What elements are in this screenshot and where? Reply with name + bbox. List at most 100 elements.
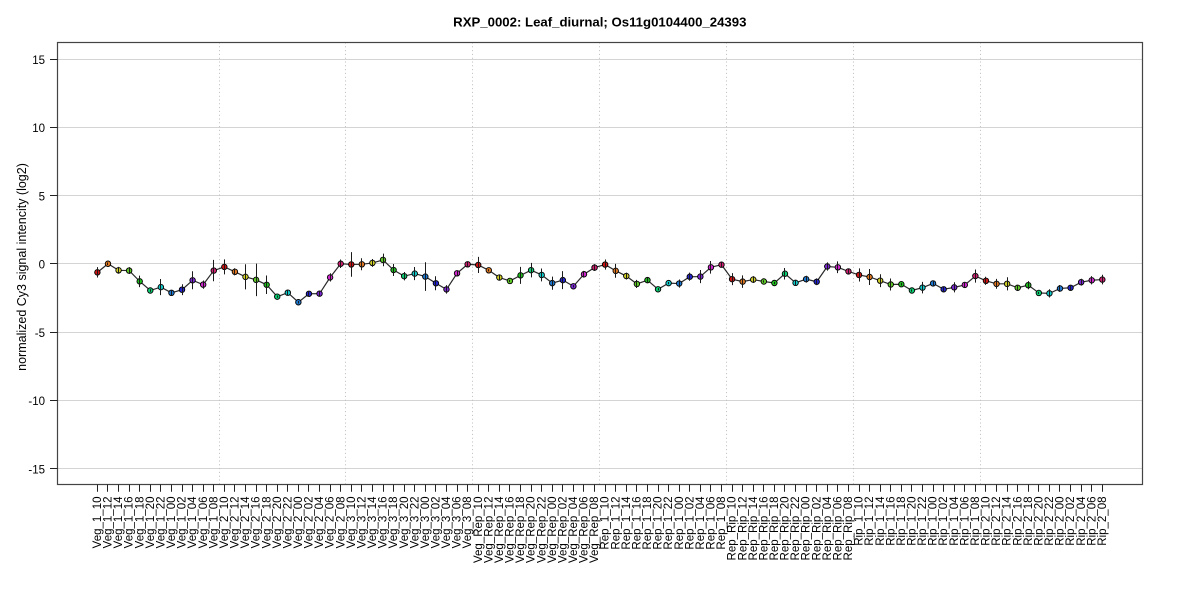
svg-text:Rip_2_00: Rip_2_00 xyxy=(1055,497,1067,546)
svg-text:Veg_1_02: Veg_1_02 xyxy=(177,497,189,549)
svg-text:Rip_2_04: Rip_2_04 xyxy=(1076,496,1088,546)
svg-text:Rip_2_08: Rip_2_08 xyxy=(1097,497,1109,546)
svg-text:Veg_1_18: Veg_1_18 xyxy=(134,497,146,549)
svg-text:-15: -15 xyxy=(28,464,45,476)
svg-text:Veg_3_12: Veg_3_12 xyxy=(356,497,368,549)
svg-text:Veg_Rep_02: Veg_Rep_02 xyxy=(557,497,569,564)
svg-text:Rip_1_00: Rip_1_00 xyxy=(928,497,940,546)
svg-text:Rip_1_18: Rip_1_18 xyxy=(896,497,908,546)
svg-text:Veg_Rep_04: Veg_Rep_04 xyxy=(568,496,580,563)
svg-text:Veg_2_12: Veg_2_12 xyxy=(230,497,242,549)
svg-text:Veg_2_10: Veg_2_10 xyxy=(219,497,231,549)
svg-text:Rip_1_04: Rip_1_04 xyxy=(949,496,961,546)
svg-text:Rip_2_02: Rip_2_02 xyxy=(1065,497,1077,546)
svg-text:Rep_Rip_06: Rep_Rip_06 xyxy=(832,497,844,561)
svg-text:Rep_1_12: Rep_1_12 xyxy=(610,497,622,550)
svg-text:Rip_1_08: Rip_1_08 xyxy=(970,497,982,546)
svg-text:Veg_Rep_00: Veg_Rep_00 xyxy=(547,497,559,564)
svg-text:Veg_2_14: Veg_2_14 xyxy=(240,496,252,548)
svg-text:Rip_2_10: Rip_2_10 xyxy=(981,497,993,546)
svg-text:Veg_3_16: Veg_3_16 xyxy=(378,497,390,549)
svg-text:Veg_2_16: Veg_2_16 xyxy=(251,497,263,549)
svg-text:Veg_2_18: Veg_2_18 xyxy=(261,497,273,549)
svg-text:Rip_1_10: Rip_1_10 xyxy=(854,497,866,546)
svg-text:Veg_Rep_18: Veg_Rep_18 xyxy=(515,497,527,564)
svg-text:5: 5 xyxy=(39,191,45,203)
svg-text:Veg_1_16: Veg_1_16 xyxy=(124,497,136,549)
svg-text:Veg_2_04: Veg_2_04 xyxy=(314,496,326,548)
svg-text:Rip_2_12: Rip_2_12 xyxy=(991,497,1003,546)
svg-text:Rep_Rip_08: Rep_Rip_08 xyxy=(843,497,855,561)
svg-text:Rep_1_14: Rep_1_14 xyxy=(621,496,633,550)
svg-text:Veg_3_00: Veg_3_00 xyxy=(420,497,432,549)
svg-text:Veg_1_22: Veg_1_22 xyxy=(155,497,167,549)
svg-text:normalized Cy3 signal intencit: normalized Cy3 signal intencity (log2) xyxy=(15,163,29,371)
svg-text:Rep_Rip_14: Rep_Rip_14 xyxy=(748,496,760,561)
svg-text:15: 15 xyxy=(32,55,45,67)
svg-text:Rep_1_06: Rep_1_06 xyxy=(706,497,718,550)
svg-text:Rip_2_20: Rip_2_20 xyxy=(1033,497,1045,546)
svg-text:Veg_Rep_22: Veg_Rep_22 xyxy=(536,497,548,564)
svg-text:Veg_1_08: Veg_1_08 xyxy=(208,497,220,549)
svg-text:Rip_2_16: Rip_2_16 xyxy=(1012,497,1024,546)
svg-text:10: 10 xyxy=(32,123,45,135)
svg-text:Rep_Rip_16: Rep_Rip_16 xyxy=(758,497,770,561)
svg-text:Rip_1_14: Rip_1_14 xyxy=(875,496,887,546)
svg-text:Rip_1_12: Rip_1_12 xyxy=(864,497,876,546)
svg-text:Veg_2_06: Veg_2_06 xyxy=(325,497,337,549)
svg-text:Veg_1_00: Veg_1_00 xyxy=(166,497,178,549)
svg-text:Rep_Rip_02: Rep_Rip_02 xyxy=(811,497,823,561)
svg-text:Rip_2_06: Rip_2_06 xyxy=(1086,497,1098,546)
svg-text:Rip_1_22: Rip_1_22 xyxy=(917,497,929,546)
svg-text:Rip_2_22: Rip_2_22 xyxy=(1044,497,1056,546)
svg-text:Rip_1_20: Rip_1_20 xyxy=(907,497,919,546)
svg-text:Veg_3_20: Veg_3_20 xyxy=(399,497,411,549)
svg-text:Veg_3_08: Veg_3_08 xyxy=(462,496,474,548)
svg-text:Veg_1_06: Veg_1_06 xyxy=(198,497,210,549)
svg-text:Rep_1_16: Rep_1_16 xyxy=(631,497,643,550)
svg-text:Rip_2_14: Rip_2_14 xyxy=(1002,496,1014,546)
svg-text:Rep_Rip_18: Rep_Rip_18 xyxy=(769,497,781,561)
svg-text:Veg_2_00: Veg_2_00 xyxy=(293,497,305,549)
svg-text:Veg_Rep_08: Veg_Rep_08 xyxy=(589,497,601,564)
svg-text:Veg_Rep_16: Veg_Rep_16 xyxy=(505,497,517,564)
svg-text:Rep_Rip_00: Rep_Rip_00 xyxy=(801,497,813,561)
svg-text:Rep_1_02: Rep_1_02 xyxy=(684,497,696,550)
svg-text:RXP_0002: Leaf_diurnal; Os11g0: RXP_0002: Leaf_diurnal; Os11g0104400_243… xyxy=(453,14,746,29)
svg-text:Veg_1_14: Veg_1_14 xyxy=(113,496,125,548)
svg-text:Rep_1_18: Rep_1_18 xyxy=(642,497,654,550)
svg-text:Veg_2_02: Veg_2_02 xyxy=(304,497,316,549)
svg-text:-5: -5 xyxy=(35,328,45,340)
svg-text:Veg_3_22: Veg_3_22 xyxy=(409,497,421,549)
svg-text:Veg_1_20: Veg_1_20 xyxy=(145,497,157,549)
svg-text:0: 0 xyxy=(39,260,45,272)
svg-text:-10: -10 xyxy=(28,396,45,408)
svg-text:Veg_Rep_10: Veg_Rep_10 xyxy=(473,497,485,564)
svg-text:Veg_Rep_12: Veg_Rep_12 xyxy=(483,497,495,564)
svg-text:Veg_3_06: Veg_3_06 xyxy=(452,497,464,549)
svg-text:Rep_1_22: Rep_1_22 xyxy=(663,497,675,550)
svg-text:Veg_2_08: Veg_2_08 xyxy=(335,497,347,549)
svg-text:Rep_Rip_22: Rep_Rip_22 xyxy=(790,497,802,561)
svg-text:Rep_Rip_04: Rep_Rip_04 xyxy=(822,496,834,561)
svg-text:Rep_Rip_12: Rep_Rip_12 xyxy=(737,497,749,561)
svg-text:Rep_Rip_10: Rep_Rip_10 xyxy=(727,497,739,561)
svg-text:Veg_1_10: Veg_1_10 xyxy=(92,497,104,549)
svg-text:Veg_Rep_06: Veg_Rep_06 xyxy=(579,497,591,564)
svg-text:Veg_1_12: Veg_1_12 xyxy=(103,497,115,549)
svg-text:Rep_1_04: Rep_1_04 xyxy=(695,496,707,550)
svg-text:Rep_Rip_20: Rep_Rip_20 xyxy=(780,497,792,561)
svg-text:Veg_2_22: Veg_2_22 xyxy=(282,497,294,549)
svg-text:Rep_1_20: Rep_1_20 xyxy=(653,497,665,550)
svg-text:Rip_1_06: Rip_1_06 xyxy=(959,497,971,546)
svg-text:Rip_2_18: Rip_2_18 xyxy=(1023,497,1035,546)
svg-text:Rep_1_10: Rep_1_10 xyxy=(600,497,612,550)
svg-text:Veg_Rep_20: Veg_Rep_20 xyxy=(526,497,538,564)
svg-text:Veg_2_20: Veg_2_20 xyxy=(272,497,284,549)
svg-text:Rep_1_00: Rep_1_00 xyxy=(674,497,686,550)
svg-text:Veg_Rep_14: Veg_Rep_14 xyxy=(494,496,506,563)
svg-text:Veg_3_04: Veg_3_04 xyxy=(441,496,453,548)
svg-text:Veg_3_18: Veg_3_18 xyxy=(388,497,400,549)
svg-text:Veg_3_10: Veg_3_10 xyxy=(346,497,358,549)
svg-text:Veg_3_02: Veg_3_02 xyxy=(431,497,443,549)
